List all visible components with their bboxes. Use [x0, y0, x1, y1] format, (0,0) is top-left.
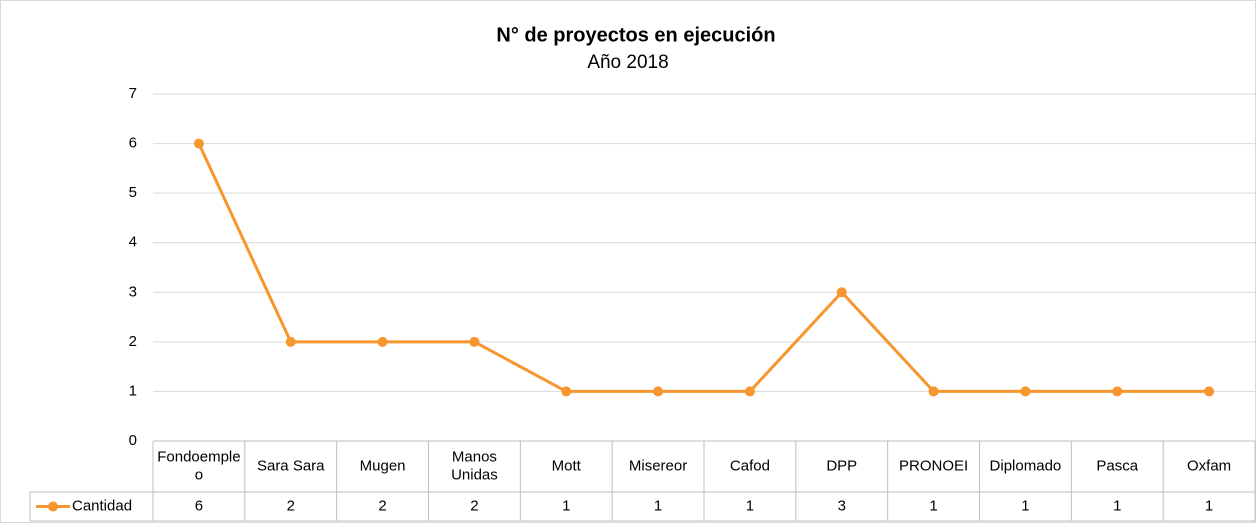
x-tick-label: Diplomado: [990, 457, 1062, 474]
table-value: 1: [1021, 497, 1029, 514]
table-value: 2: [470, 497, 478, 514]
y-tick-label: 4: [129, 234, 137, 251]
y-tick-label: 0: [129, 432, 137, 449]
line: [197, 142, 1210, 393]
x-tick-label: Manos Unidas: [451, 448, 498, 483]
marker: [928, 386, 939, 397]
table-value: 1: [1113, 497, 1121, 514]
marker: [469, 336, 480, 347]
chart-subtitle: Año 2018: [587, 52, 668, 73]
x-tick-label: Sara Sara: [257, 457, 325, 474]
y-tick-label: 5: [129, 184, 137, 201]
x-tick-label: Mugen: [360, 457, 406, 474]
x-tick-label: Fondoemple o: [157, 448, 240, 483]
x-tick-label: DPP: [826, 457, 857, 474]
marker: [561, 386, 572, 397]
table-value: 1: [654, 497, 662, 514]
x-tick-label: Mott: [552, 457, 582, 474]
legend-label: Cantidad: [72, 497, 132, 514]
marker: [285, 336, 296, 347]
marker: [836, 287, 847, 298]
table-value: 6: [195, 497, 203, 514]
marker: [1112, 386, 1123, 397]
table-value: 3: [838, 497, 846, 514]
marker: [1020, 386, 1031, 397]
y-tick-label: 7: [129, 85, 137, 102]
y-tick-label: 1: [129, 382, 137, 399]
x-tick-label: Misereor: [629, 457, 687, 474]
x-tick-label: Cafod: [730, 457, 770, 474]
table-value: 1: [746, 497, 754, 514]
table-value: 2: [378, 497, 386, 514]
table-value: 1: [1205, 497, 1213, 514]
x-tick-label: PRONOEI: [899, 457, 968, 474]
table-value: 2: [287, 497, 295, 514]
marker: [744, 386, 755, 397]
marker: [377, 336, 388, 347]
y-tick-label: 2: [129, 333, 137, 350]
table-value: 1: [562, 497, 570, 514]
table-value: 1: [929, 497, 937, 514]
y-tick-label: 6: [129, 135, 137, 152]
x-tick-label: Oxfam: [1187, 457, 1231, 474]
chart-title: N° de proyectos en ejecución: [496, 24, 775, 46]
x-tick-label: Pasca: [1096, 457, 1138, 474]
legend-marker: [48, 501, 58, 512]
marker: [193, 138, 204, 149]
marker: [1204, 386, 1215, 397]
y-tick-label: 3: [129, 283, 137, 300]
marker: [653, 386, 664, 397]
